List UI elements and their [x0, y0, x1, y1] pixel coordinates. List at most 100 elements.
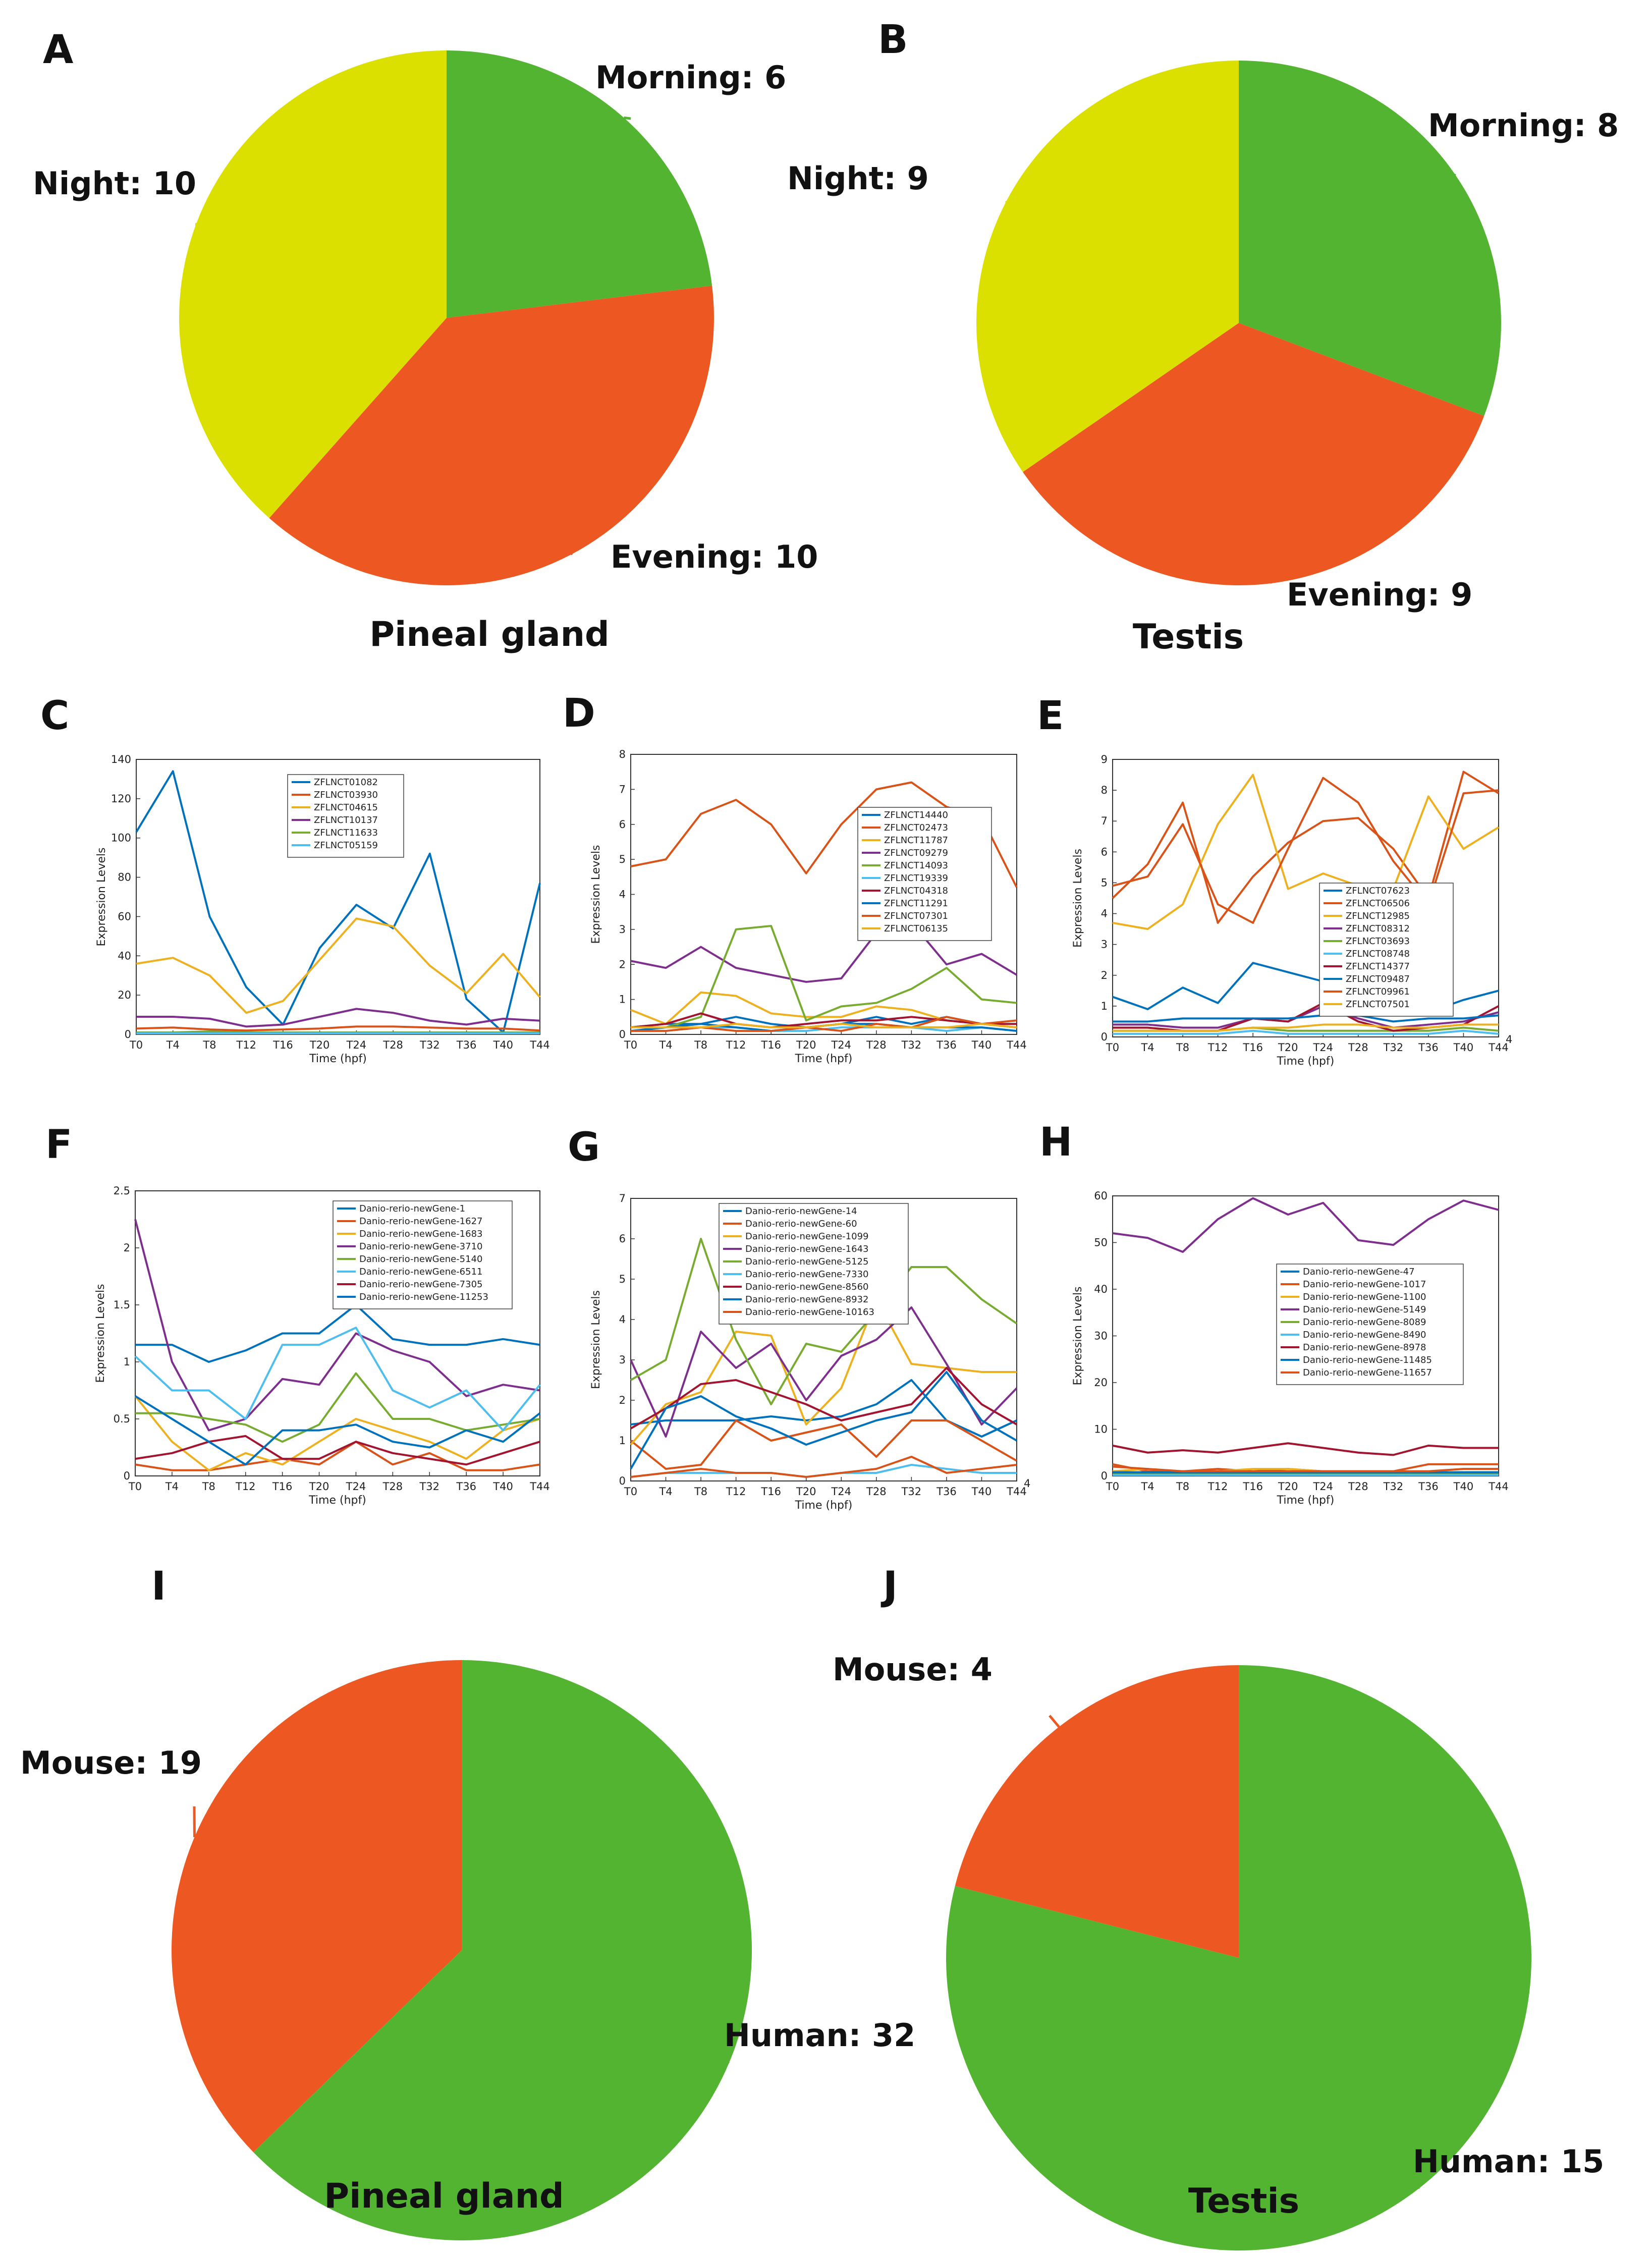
x-tick-label: T36: [1418, 1480, 1439, 1493]
y-tick-label: 4: [1101, 908, 1108, 920]
legend-entry: Danio-rerio-newGene-5149: [1303, 1304, 1426, 1315]
panel-letter-c: C: [40, 693, 69, 739]
legend-entry: Danio-rerio-newGene-1627: [359, 1216, 482, 1227]
legend-entry: Danio-rerio-newGene-8978: [1303, 1342, 1426, 1353]
x-tick-label: T20: [309, 1480, 329, 1493]
panel-letter-h: H: [1039, 1120, 1072, 1165]
series-line-Danio-rerio-newGene-60: [630, 1419, 1017, 1470]
x-tick-label: T32: [419, 1039, 440, 1051]
y-tick-label: 8: [619, 748, 626, 760]
legend-entry: ZFLNCT14093: [884, 860, 948, 871]
x-tick-label: T44: [1488, 1480, 1509, 1493]
y-tick-label: 5: [619, 853, 626, 865]
x-axis-label: Time (hpf): [795, 1499, 853, 1512]
legend-box: [333, 1200, 513, 1309]
series-line-ZFLNCT07501: [1113, 1023, 1499, 1032]
y-tick-label: 1: [124, 1356, 130, 1368]
legend-entry: ZFLNCT11787: [884, 835, 948, 846]
x-tick-label: T12: [726, 1486, 746, 1498]
x-tick-label: T8: [202, 1480, 215, 1493]
y-tick-label: 100: [111, 832, 131, 844]
pie-label-evening: Evening: 9: [1287, 576, 1472, 613]
x-tick-label: T20: [309, 1039, 330, 1051]
y-tick-label: 0: [124, 1470, 130, 1482]
x-tick-label: T16: [760, 1486, 781, 1498]
legend-entry: ZFLNCT01082: [314, 777, 378, 788]
y-axis-label: Expression Levels: [1072, 1287, 1084, 1386]
y-tick-label: 2: [124, 1242, 130, 1254]
panel-letter-b: B: [878, 17, 908, 63]
y-tick-label: 6: [1101, 846, 1108, 858]
x-tick-label: T24: [1312, 1480, 1333, 1493]
y-tick-label: 0: [619, 1475, 626, 1487]
legend-entry: Danio-rerio-newGene-8089: [1303, 1317, 1426, 1328]
x-tick-label: T12: [1207, 1480, 1228, 1493]
series-line-Danio-rerio-newGene-6511: [134, 1327, 541, 1432]
x-tick-label: T0: [624, 1486, 637, 1498]
x-tick-label: T24: [346, 1480, 366, 1493]
series-line-ZFLNCT03930: [136, 1025, 540, 1032]
pie-leader-human: [1411, 2131, 1420, 2189]
y-tick-label: 140: [111, 753, 131, 765]
y-tick-label: 60: [118, 910, 131, 922]
pie-leader-evening: [570, 534, 582, 556]
legend-entry: ZFLNCT08748: [1346, 949, 1410, 959]
line-chart-f: 0 0.5 1 1.5 2 2.5 T0 T4 T8 T12 T16 T20 T24 T28 T32 T36 T…: [94, 1185, 550, 1507]
legend-entry: ZFLNCT09961: [1346, 986, 1410, 997]
x-tick-label: T4: [658, 1486, 672, 1498]
y-tick-label: 6: [619, 818, 626, 831]
pie-label-night: Night: 10: [33, 165, 196, 202]
legend-entry: ZFLNCT06506: [1346, 898, 1410, 909]
series-line-ZFLNCT04318: [630, 1012, 1017, 1029]
y-tick-label: 40: [1094, 1283, 1108, 1295]
x-tick-label: T4: [166, 1039, 180, 1051]
y-tick-label: 3: [619, 923, 626, 936]
legend-entry: ZFLNCT07301: [884, 911, 948, 921]
legend-entry: ZFLNCT07501: [1346, 999, 1410, 1010]
y-tick-label: 30: [1094, 1330, 1108, 1342]
x-tick-label: T8: [1176, 1041, 1189, 1054]
panel-letter-e: E: [1037, 693, 1064, 739]
series-line-Danio-rerio-newGene-5149: [1112, 1197, 1499, 1253]
x-tick-label: T36: [1418, 1041, 1439, 1054]
series-line-ZFLNCT09487: [1113, 1014, 1499, 1023]
pie-leader-mouse: [1049, 1715, 1060, 1728]
line-chart-g: 0 1 2 3 4 5 6 7 T0 T4 T8 T12 T16 T20 T24 T28 T32 T36 T40 T4…: [590, 1192, 1030, 1512]
x-tick-label: T4: [165, 1480, 179, 1493]
series-line-Danio-rerio-newGene-8932: [630, 1371, 1017, 1470]
y-tick-label: 2: [1101, 969, 1108, 981]
y-tick-label: 7: [1101, 815, 1108, 827]
pie-chart-pineal-species: Human: 32 Mouse: 19 Pineal gland: [20, 1660, 915, 2240]
series-line-ZFLNCT08312: [1113, 1005, 1499, 1029]
legend-entry: Danio-rerio-newGene-1643: [745, 1244, 868, 1254]
panel-letter-j: J: [880, 1564, 898, 1609]
legend-entry: ZFLNCT05159: [314, 840, 378, 851]
legend-box: [287, 774, 404, 858]
line-chart-c: 0 20 40 60 80 100 120 140 T0 T4 T8 T12 T16 T20 T24 T28 T…: [95, 753, 550, 1065]
legend-entry: Danio-rerio-newGene-8560: [745, 1282, 868, 1292]
x-tick-label: T44: [1006, 1486, 1027, 1498]
legend-entry: Danio-rerio-newGene-1017: [1303, 1279, 1426, 1290]
legend-entry: ZFLNCT09487: [1346, 974, 1410, 984]
pie-title: Pineal gland: [369, 615, 610, 654]
y-axis-label: Expression Levels: [590, 845, 602, 944]
y-tick-label: 50: [1094, 1237, 1108, 1249]
pie-slice-night: [976, 61, 1239, 472]
x-tick-label: T32: [419, 1480, 439, 1493]
legend-entry: ZFLNCT06135: [884, 923, 948, 934]
x-tick-label: T44: [529, 1039, 550, 1051]
y-axis-label: Expression Levels: [95, 848, 108, 947]
legend-entry: ZFLNCT11633: [314, 828, 378, 838]
pie-slice-evening: [269, 286, 714, 586]
y-tick-label: 7: [619, 1192, 626, 1204]
series-line-Danio-rerio-newGene-5140: [135, 1372, 540, 1443]
legend-entry: ZFLNCT03930: [314, 790, 378, 800]
series-line-ZFLNCT12985: [1112, 774, 1500, 930]
legend-box: [1276, 1263, 1464, 1385]
y-tick-label: 5: [1101, 876, 1108, 889]
pie-leader-morning: [624, 116, 631, 120]
x-tick-label: T28: [1348, 1480, 1368, 1493]
y-tick-label: 4: [619, 889, 626, 901]
x-tick-label: T28: [866, 1486, 887, 1498]
